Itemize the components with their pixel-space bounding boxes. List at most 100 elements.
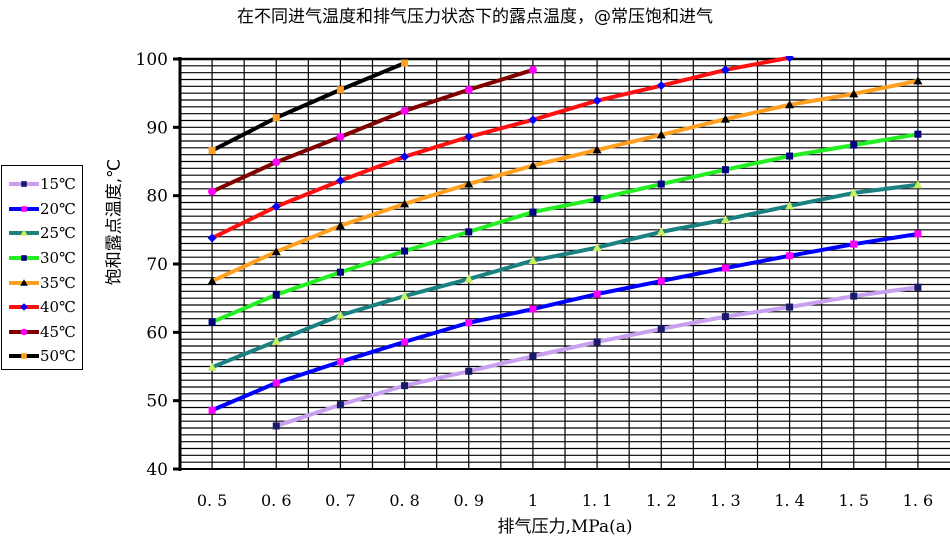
legend-swatch: [9, 353, 39, 360]
legend-label: 45℃: [40, 322, 76, 341]
legend-label: 40℃: [40, 298, 76, 317]
data-point: [849, 188, 859, 197]
series-40℃: [207, 56, 795, 243]
x-tick-label: 0. 7: [325, 491, 356, 510]
series-35℃: [207, 76, 923, 285]
data-point: [529, 352, 537, 360]
data-point: [720, 215, 730, 224]
x-tick-label: 1. 2: [646, 491, 677, 510]
data-point: [336, 358, 344, 366]
data-point: [336, 268, 344, 276]
x-tick-label: 1. 6: [903, 491, 934, 510]
data-point: [271, 336, 281, 345]
data-point: [914, 283, 922, 291]
chart-title: 在不同进气温度和排气压力状态下的露点温度，@常压饱和进气: [237, 7, 713, 27]
data-point: [464, 179, 474, 188]
legend-item: 40℃: [2, 295, 82, 320]
series-15℃: [272, 283, 922, 430]
data-point: [336, 132, 345, 141]
data-point: [850, 240, 858, 248]
x-tick-label: 0. 9: [453, 491, 484, 510]
y-tick-label: 90: [146, 118, 168, 138]
data-point: [400, 152, 410, 162]
data-point: [207, 362, 217, 371]
data-point: [528, 161, 538, 170]
x-tick-label: 1. 4: [774, 491, 805, 510]
data-point: [657, 180, 665, 188]
data-point: [272, 379, 280, 387]
legend-item: 45℃: [2, 320, 82, 345]
data-point: [464, 274, 474, 283]
legend-swatch: [9, 229, 39, 237]
x-tick-label: 0. 5: [197, 491, 228, 510]
legend-item: 15℃: [2, 172, 82, 197]
data-point: [721, 264, 729, 272]
legend-swatch: [9, 255, 39, 261]
data-point: [913, 76, 923, 85]
data-point: [914, 230, 922, 238]
series-line: [211, 56, 790, 240]
data-point: [401, 247, 409, 255]
data-point: [208, 318, 216, 326]
legend-marker: [21, 255, 27, 261]
y-tick-label: 80: [146, 187, 168, 207]
data-point: [785, 56, 795, 63]
data-point: [849, 89, 859, 98]
data-point: [786, 303, 794, 311]
data-point: [335, 310, 345, 319]
data-point: [785, 100, 795, 109]
data-point: [335, 176, 345, 186]
data-point: [785, 201, 795, 210]
legend: 15℃ 20℃ 25℃ 30℃ 35℃ 40℃ 45℃ 50℃: [1, 165, 83, 370]
legend-swatch: [9, 181, 39, 188]
data-point: [401, 382, 409, 390]
data-point: [592, 243, 602, 252]
data-point: [656, 227, 666, 236]
legend-marker: [20, 303, 28, 312]
data-point: [335, 221, 345, 230]
data-point: [528, 65, 537, 74]
legend-marker: [21, 181, 27, 188]
data-point: [207, 233, 217, 243]
data-point: [528, 115, 538, 125]
data-point: [272, 158, 281, 167]
series-line: [211, 231, 919, 413]
legend-swatch: [9, 328, 39, 336]
data-point: [657, 325, 665, 333]
data-point: [528, 256, 538, 265]
y-tick-label: 50: [146, 392, 168, 412]
legend-item: 20℃: [2, 197, 82, 222]
data-point: [207, 276, 217, 285]
data-point: [593, 290, 601, 298]
series-line: [211, 68, 534, 194]
data-point: [464, 85, 473, 94]
series-45℃: [208, 65, 537, 196]
data-point: [720, 65, 730, 75]
legend-marker: [21, 353, 27, 360]
series-line: [211, 61, 406, 153]
data-point: [271, 247, 281, 256]
data-point: [913, 180, 923, 189]
legend-label: 20℃: [40, 199, 76, 218]
legend-label: 50℃: [40, 347, 76, 366]
series-25℃: [207, 180, 923, 371]
data-point: [272, 291, 280, 299]
series-30℃: [208, 130, 922, 326]
data-point: [850, 141, 858, 149]
data-point: [529, 305, 537, 313]
data-point: [336, 401, 344, 409]
y-tick-label: 60: [146, 323, 168, 343]
legend-item: 30℃: [2, 246, 82, 271]
data-point: [656, 130, 666, 139]
data-point: [850, 292, 858, 300]
series-line: [211, 78, 919, 283]
legend-marker: [21, 206, 27, 212]
data-point: [720, 114, 730, 123]
data-point: [401, 59, 409, 67]
series-20℃: [208, 230, 922, 414]
legend-item: 35℃: [2, 270, 82, 295]
legend-marker: [20, 229, 28, 237]
legend-swatch: [9, 278, 39, 286]
series-line: [211, 182, 919, 370]
